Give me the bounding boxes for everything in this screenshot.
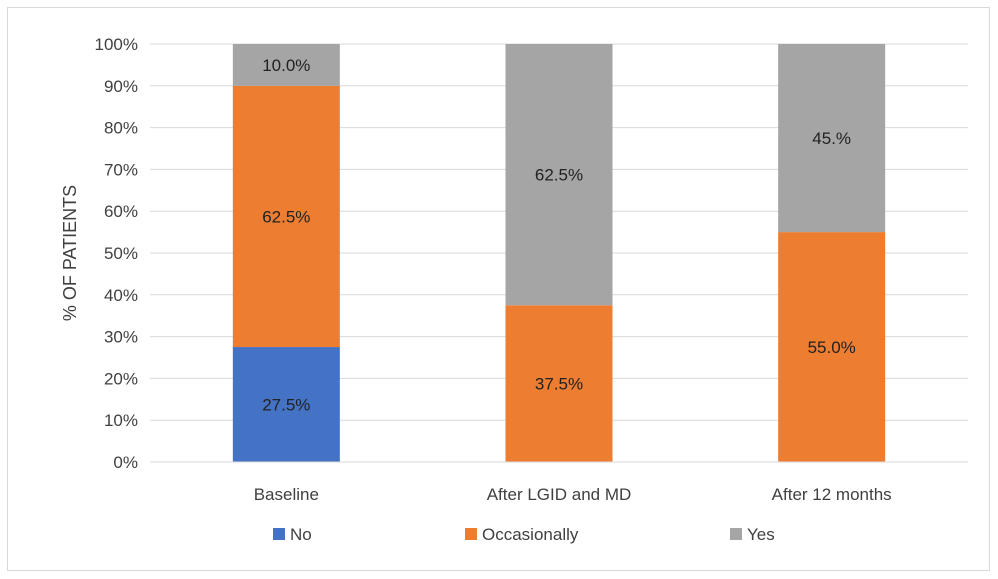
legend-item-occasionally: Occasionally bbox=[465, 525, 579, 544]
bar-segment-yes bbox=[232, 44, 340, 86]
y-tick-label: 90% bbox=[104, 77, 138, 96]
data-label: 45.% bbox=[812, 129, 851, 148]
legend-swatch bbox=[730, 528, 742, 540]
data-label: 55.0% bbox=[808, 338, 856, 357]
bar-segment-yes bbox=[778, 44, 886, 233]
x-category-label: Baseline bbox=[254, 485, 319, 504]
y-axis-ticks: 0% 10% 20% 30% 40% 50% 60% 70% 80% 90% 100% bbox=[95, 35, 138, 472]
data-label: 62.5% bbox=[262, 207, 310, 226]
y-tick-label: 40% bbox=[104, 286, 138, 305]
y-tick-label: 70% bbox=[104, 160, 138, 179]
x-category-label: After LGID and MD bbox=[487, 485, 632, 504]
legend-swatch bbox=[273, 528, 285, 540]
data-label: 27.5% bbox=[262, 396, 310, 415]
y-tick-label: 10% bbox=[104, 411, 138, 430]
legend-item-yes: Yes bbox=[730, 525, 775, 544]
bar-segment-occasionally bbox=[232, 85, 340, 348]
legend-label: No bbox=[290, 525, 312, 544]
y-tick-label: 50% bbox=[104, 244, 138, 263]
y-tick-label: 30% bbox=[104, 328, 138, 347]
legend-swatch bbox=[465, 528, 477, 540]
bar-segment-no bbox=[232, 347, 340, 462]
data-label: 37.5% bbox=[535, 375, 583, 394]
legend-label: Yes bbox=[747, 525, 775, 544]
data-labels: 27.5% 62.5% 10.0% 37.5% 62.5% 55.0% 45.% bbox=[262, 56, 856, 415]
data-label: 10.0% bbox=[262, 56, 310, 75]
bar-segment-yes bbox=[505, 44, 613, 306]
y-tick-label: 100% bbox=[95, 35, 138, 54]
y-tick-label: 20% bbox=[104, 369, 138, 388]
y-tick-label: 60% bbox=[104, 202, 138, 221]
legend-item-no: No bbox=[273, 525, 312, 544]
legend: No Occasionally Yes bbox=[273, 525, 775, 544]
x-axis-categories: Baseline After LGID and MD After 12 months bbox=[254, 485, 892, 504]
bar-segment-occasionally bbox=[505, 305, 613, 462]
legend-label: Occasionally bbox=[482, 525, 579, 544]
y-tick-label: 0% bbox=[113, 453, 138, 472]
y-axis-title: % OF PATIENTS bbox=[60, 185, 80, 321]
bars bbox=[232, 44, 886, 462]
bar-segment-occasionally bbox=[778, 232, 886, 462]
x-category-label: After 12 months bbox=[772, 485, 892, 504]
data-label: 62.5% bbox=[535, 166, 583, 185]
y-tick-label: 80% bbox=[104, 119, 138, 138]
